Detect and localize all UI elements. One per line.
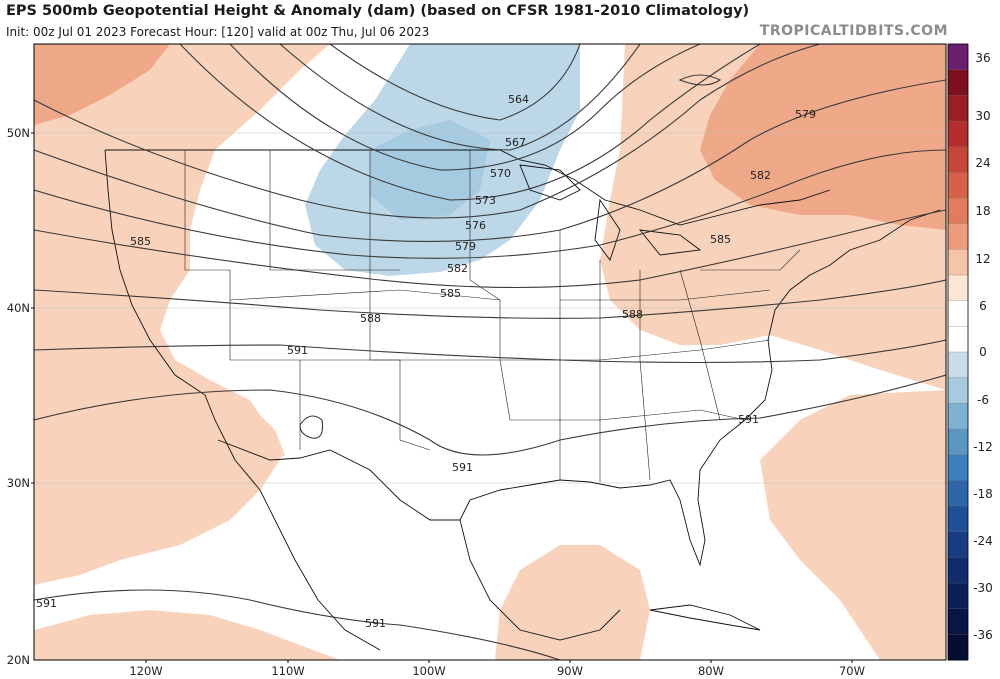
colorbar-segment bbox=[948, 69, 968, 96]
colorbar-label: -6 bbox=[977, 393, 989, 407]
colorbar-segment bbox=[948, 146, 968, 173]
colorbar-segment bbox=[948, 95, 968, 122]
colorbar-label: 0 bbox=[979, 345, 987, 359]
contour-label: 576 bbox=[465, 219, 486, 232]
colorbar-segment bbox=[948, 403, 968, 430]
contour-label: 585 bbox=[710, 233, 731, 246]
contour-label: 591 bbox=[738, 413, 759, 426]
contour-label: 582 bbox=[447, 262, 468, 275]
colorbar-segment bbox=[948, 275, 968, 302]
colorbar-segment bbox=[948, 223, 968, 250]
lon-label: 70W bbox=[839, 664, 865, 678]
colorbar-segment bbox=[948, 44, 968, 71]
colorbar-segment bbox=[948, 531, 968, 558]
lon-label: 110W bbox=[271, 664, 304, 678]
latitude-labels: 50N 40N 30N 20N bbox=[7, 126, 30, 667]
colorbar-segment bbox=[948, 557, 968, 584]
colorbar-label: -30 bbox=[973, 581, 993, 595]
site-brand: TROPICALTIDBITS.COM bbox=[759, 23, 948, 39]
warm-anomaly-pacific-south bbox=[34, 610, 340, 660]
page-title: EPS 500mb Geopotential Height & Anomaly … bbox=[6, 3, 750, 19]
colorbar-segment bbox=[948, 377, 968, 404]
colorbar-label: -12 bbox=[973, 440, 993, 454]
colorbar-label: 12 bbox=[975, 252, 990, 266]
colorbar bbox=[948, 44, 968, 661]
warm-anomaly-atlantic bbox=[760, 390, 946, 660]
contour-label: 579 bbox=[795, 108, 816, 121]
map-frame bbox=[33, 43, 947, 661]
colorbar-segment bbox=[948, 300, 968, 327]
lon-label: 80W bbox=[698, 664, 724, 678]
lon-label: 120W bbox=[129, 664, 162, 678]
colorbar-segment bbox=[948, 429, 968, 456]
contour-label: 567 bbox=[505, 136, 526, 149]
warm-anomaly-gulf bbox=[495, 545, 650, 660]
colorbar-segment bbox=[948, 608, 968, 635]
colorbar-segment bbox=[948, 198, 968, 225]
colorbar-frame bbox=[947, 43, 969, 661]
contour-label: 588 bbox=[622, 308, 643, 321]
warm-anomaly-quebec-core bbox=[700, 44, 946, 230]
colorbar-segment bbox=[948, 172, 968, 199]
graticule bbox=[34, 132, 946, 484]
political-boundaries bbox=[104, 149, 941, 651]
colorbar-label: 36 bbox=[975, 51, 990, 65]
contour-label: 573 bbox=[475, 194, 496, 207]
state-boundaries bbox=[184, 150, 801, 482]
map-field bbox=[34, 44, 946, 660]
contour-label: 591 bbox=[36, 597, 57, 610]
height-contours bbox=[34, 44, 946, 660]
lat-label: 30N bbox=[7, 476, 30, 490]
lat-label: 20N bbox=[7, 653, 30, 667]
init-forecast-info: Init: 00z Jul 01 2023 Forecast Hour: [12… bbox=[6, 25, 430, 39]
colorbar-segment bbox=[948, 352, 968, 379]
lon-label: 100W bbox=[412, 664, 445, 678]
colorbar-segment bbox=[948, 634, 968, 661]
latitude-ticks bbox=[31, 132, 34, 484]
colorbar-label: -24 bbox=[973, 534, 993, 548]
colorbar-label: 30 bbox=[975, 109, 990, 123]
contour-label: 588 bbox=[360, 312, 381, 325]
contour-label: 585 bbox=[130, 235, 151, 248]
colorbar-label: 18 bbox=[975, 204, 990, 218]
contour-label: 591 bbox=[287, 344, 308, 357]
contour-label: 591 bbox=[452, 461, 473, 474]
colorbar-label: 6 bbox=[979, 299, 987, 313]
longitude-ticks bbox=[145, 660, 853, 663]
colorbar-segment bbox=[948, 583, 968, 610]
lat-label: 40N bbox=[7, 301, 30, 315]
colorbar-segment bbox=[948, 506, 968, 533]
contour-labels: 564 567 570 573 576 579 582 585 588 591 … bbox=[36, 93, 816, 630]
colorbar-label: -18 bbox=[973, 487, 993, 501]
colorbar-segment bbox=[948, 326, 968, 353]
colorbar-label: 24 bbox=[975, 156, 990, 170]
lat-label: 50N bbox=[7, 126, 30, 140]
contour-label: 585 bbox=[440, 287, 461, 300]
colorbar-segment bbox=[948, 454, 968, 481]
colorbar-labels: 36 30 24 18 12 6 0 -6 -12 -18 -24 -30 -3… bbox=[973, 51, 993, 642]
contour-label: 579 bbox=[455, 240, 476, 253]
contour-label: 582 bbox=[750, 169, 771, 182]
colorbar-segment bbox=[948, 480, 968, 507]
lon-label: 90W bbox=[557, 664, 583, 678]
contour-label: 591 bbox=[365, 617, 386, 630]
longitude-labels: 120W 110W 100W 90W 80W 70W bbox=[129, 664, 865, 678]
contour-label: 564 bbox=[508, 93, 529, 106]
contour-label: 570 bbox=[490, 167, 511, 180]
colorbar-label: -36 bbox=[973, 628, 993, 642]
colorbar-segment bbox=[948, 249, 968, 276]
warm-anomaly-northwest-core bbox=[34, 44, 170, 125]
colorbar-segment bbox=[948, 121, 968, 148]
